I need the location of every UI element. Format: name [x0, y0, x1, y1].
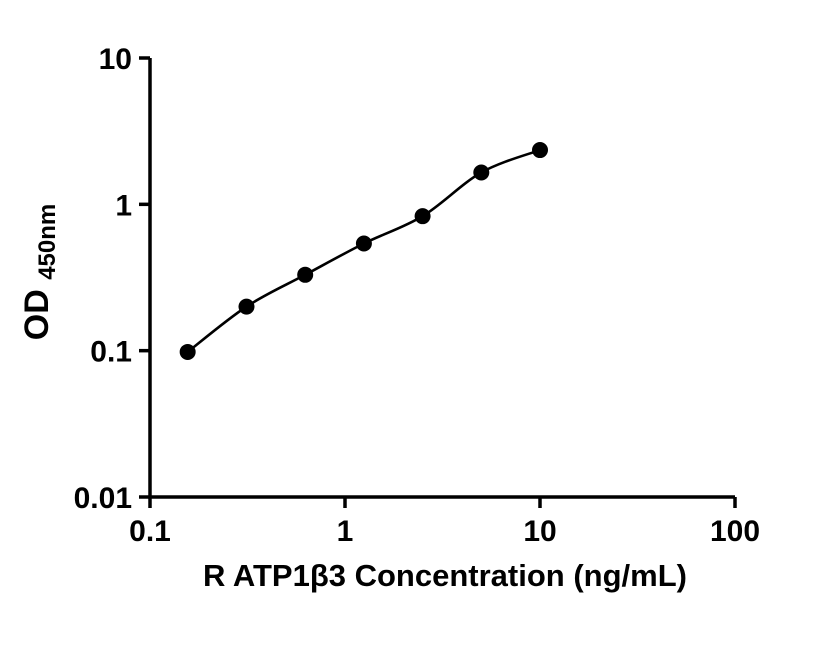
data-point	[238, 298, 255, 315]
data-points	[179, 142, 548, 360]
x-axis-label: R ATP1β3 Concentration (ng/mL)	[203, 558, 687, 593]
axis-line	[148, 58, 735, 499]
x-tick-label: 100	[710, 515, 760, 548]
y-axis-label: OD 450nm	[18, 204, 61, 341]
x-tick-label: 0.1	[129, 515, 171, 548]
y-tick-label: 10	[99, 43, 132, 76]
x-tick-label: 1	[337, 515, 354, 548]
data-point	[532, 142, 548, 159]
data-point	[297, 266, 314, 283]
y-tick-label: 0.01	[74, 482, 132, 515]
y-axis-label-sub: 450nm	[34, 204, 61, 280]
data-point	[179, 343, 196, 360]
axes	[148, 58, 735, 499]
y-axis-label-main: OD	[18, 289, 56, 340]
data-point	[355, 235, 372, 252]
data-point	[414, 208, 431, 225]
tick-marks	[139, 56, 737, 508]
data-point	[473, 164, 490, 181]
x-tick-label: 10	[523, 515, 556, 548]
y-tick-label: 0.1	[90, 336, 132, 369]
y-tick-label: 1	[115, 189, 132, 222]
